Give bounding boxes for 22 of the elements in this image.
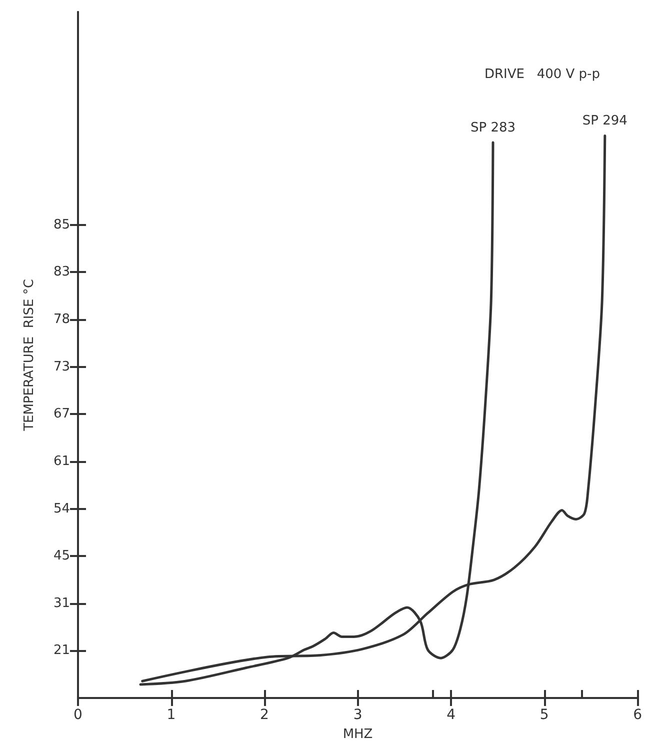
text: 67: [53, 406, 70, 422]
text: 54: [53, 501, 70, 516]
text: 85: [53, 217, 70, 232]
text: 45: [53, 548, 70, 564]
x-axis-title: MHZ: [342, 727, 373, 742]
text: DRIVE 400 V p-p: [484, 67, 600, 82]
x-tick-label: 6: [633, 707, 642, 723]
x-tick-label: 3: [353, 707, 362, 723]
x-tick-label: 0: [74, 707, 82, 723]
y-axis-title: TEMPERATURE RISE °C: [22, 279, 37, 432]
x-tick-label: 2: [260, 707, 269, 723]
text: 83: [53, 264, 70, 280]
x-tick-label: 5: [540, 707, 549, 723]
text: 31: [53, 596, 70, 611]
text: 73: [53, 359, 70, 374]
series-label: SP 283: [470, 120, 516, 136]
text: 21: [53, 643, 70, 658]
text: 78: [53, 312, 70, 328]
text: 61: [53, 454, 70, 469]
series-label: SP 294: [582, 114, 628, 129]
x-tick-label: 1: [166, 707, 176, 723]
x-tick-label: 4: [446, 707, 456, 723]
